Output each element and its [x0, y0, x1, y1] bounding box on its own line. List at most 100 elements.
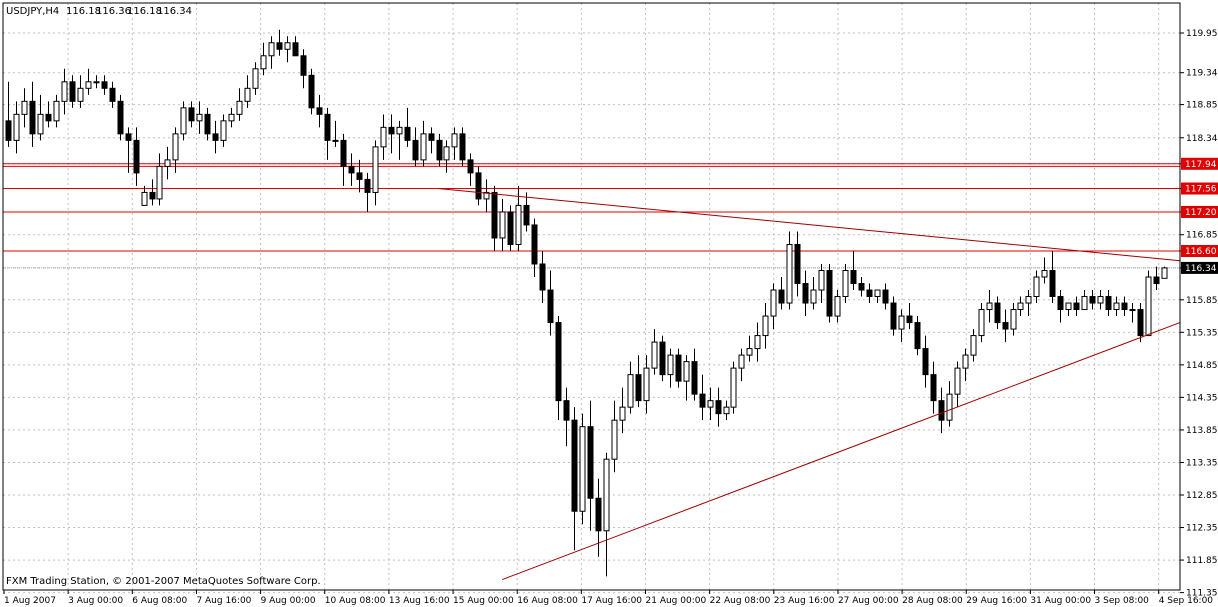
candle[interactable] [802, 270, 809, 317]
candle[interactable] [914, 316, 921, 356]
candle[interactable] [5, 81, 12, 147]
candle[interactable] [762, 303, 769, 349]
candle[interactable] [507, 205, 514, 251]
candle[interactable] [133, 127, 140, 186]
candle[interactable] [651, 329, 658, 375]
candle[interactable] [563, 387, 570, 447]
candle[interactable] [603, 452, 610, 577]
candle[interactable] [786, 231, 793, 310]
candle[interactable] [172, 127, 179, 173]
candle[interactable] [244, 75, 251, 108]
candle[interactable] [236, 88, 243, 121]
candle[interactable] [276, 29, 283, 56]
candle[interactable] [994, 296, 1001, 330]
candle[interactable] [1105, 290, 1112, 317]
candle[interactable] [1049, 250, 1056, 304]
candle[interactable] [579, 413, 586, 525]
candle[interactable] [308, 68, 315, 115]
candle[interactable] [882, 283, 889, 310]
candle[interactable] [1081, 290, 1088, 311]
candle[interactable] [1073, 296, 1080, 317]
candle[interactable] [491, 185, 498, 251]
candle[interactable] [754, 322, 761, 362]
candle[interactable] [1161, 266, 1168, 279]
candle[interactable] [770, 283, 777, 330]
candle[interactable] [970, 329, 977, 362]
candle[interactable] [284, 36, 291, 63]
candle[interactable] [1002, 309, 1009, 343]
candle[interactable] [1145, 270, 1152, 337]
candle[interactable] [818, 263, 825, 304]
candle[interactable] [667, 348, 674, 388]
candle[interactable] [45, 101, 52, 128]
candle[interactable] [1153, 266, 1160, 291]
candle[interactable] [443, 140, 450, 173]
candle[interactable] [141, 185, 148, 206]
candle[interactable] [340, 133, 347, 186]
candle[interactable] [125, 127, 132, 173]
candle[interactable] [627, 361, 634, 414]
candle[interactable] [842, 263, 849, 304]
candle[interactable] [707, 387, 714, 421]
candle[interactable] [635, 355, 642, 408]
candle[interactable] [954, 361, 961, 408]
candle[interactable] [858, 277, 865, 297]
candle[interactable] [356, 159, 363, 193]
candle[interactable] [595, 478, 602, 557]
candle[interactable] [930, 361, 937, 414]
candle[interactable] [675, 348, 682, 388]
candle[interactable] [300, 49, 307, 89]
candle[interactable] [1017, 296, 1024, 317]
candle[interactable] [922, 335, 929, 388]
candle[interactable] [324, 107, 331, 160]
candle[interactable] [37, 94, 44, 141]
candle[interactable] [715, 387, 722, 427]
candle[interactable] [332, 120, 339, 147]
candle[interactable] [834, 290, 841, 323]
candle[interactable] [1137, 303, 1144, 343]
candle[interactable] [890, 296, 897, 336]
candle[interactable] [156, 153, 163, 206]
candle[interactable] [587, 400, 594, 531]
candle[interactable] [93, 75, 100, 89]
candle[interactable] [746, 335, 753, 362]
candle[interactable] [220, 114, 227, 147]
candle[interactable] [938, 387, 945, 434]
candle[interactable] [778, 277, 785, 310]
candle[interactable] [404, 107, 411, 147]
candle[interactable] [826, 263, 833, 323]
candle[interactable] [547, 270, 554, 336]
candle[interactable] [77, 75, 84, 108]
candle[interactable] [691, 348, 698, 401]
candle[interactable] [180, 101, 187, 141]
candle[interactable] [292, 36, 299, 57]
candle[interactable] [260, 42, 267, 76]
candle[interactable] [555, 316, 562, 421]
candle[interactable] [1129, 303, 1136, 323]
candle[interactable] [898, 309, 905, 343]
candle[interactable] [228, 107, 235, 128]
candle[interactable] [420, 120, 427, 167]
candle[interactable] [388, 114, 395, 154]
candle[interactable] [1089, 290, 1096, 310]
candle[interactable] [730, 361, 737, 414]
candle[interactable] [21, 88, 28, 128]
candle[interactable] [13, 101, 20, 154]
candle[interactable] [1025, 290, 1032, 317]
candle[interactable] [101, 75, 108, 95]
candle[interactable] [348, 153, 355, 186]
candle[interactable] [723, 400, 730, 421]
candle[interactable] [188, 101, 195, 128]
candle[interactable] [412, 127, 419, 167]
candle[interactable] [475, 166, 482, 206]
trendline[interactable] [438, 188, 1181, 262]
candle[interactable] [531, 218, 538, 278]
candle[interactable] [451, 127, 458, 160]
candle[interactable] [683, 355, 690, 401]
candle[interactable] [906, 303, 913, 330]
candle[interactable] [196, 101, 203, 134]
trendline[interactable] [502, 322, 1181, 581]
candle[interactable] [1010, 303, 1017, 336]
candle[interactable] [69, 75, 76, 108]
